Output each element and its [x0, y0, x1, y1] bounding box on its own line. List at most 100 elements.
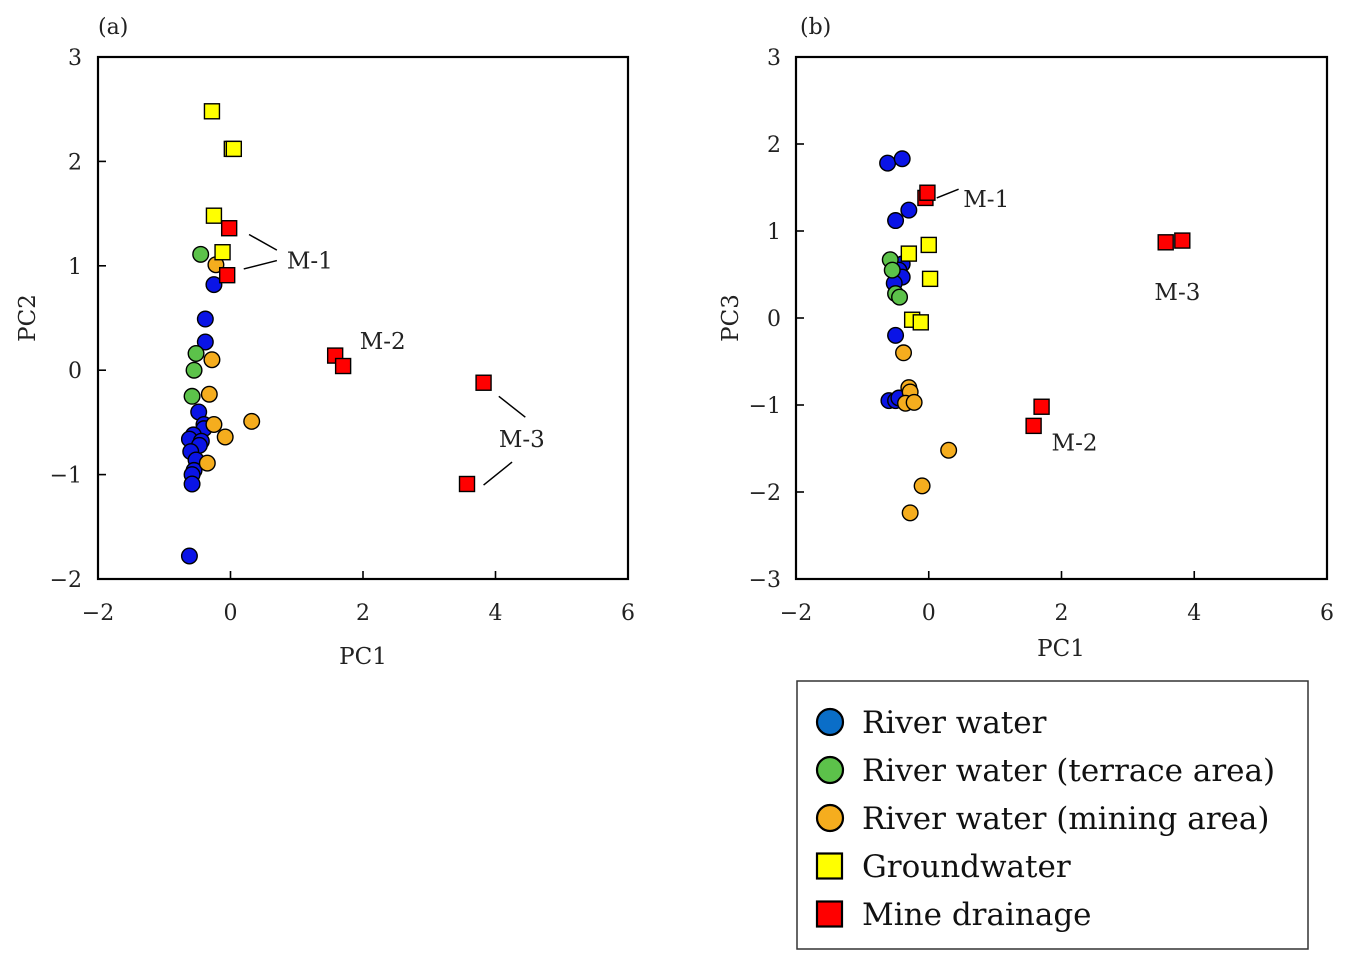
point-river-water [879, 154, 897, 172]
point-mine-drainage [1157, 234, 1174, 251]
legend-swatch-groundwater [815, 852, 844, 880]
point-groundwater [203, 103, 221, 120]
y-tick-label: 1 [767, 220, 781, 245]
point-groundwater [900, 245, 918, 262]
legend-swatch-mine-drainage [815, 900, 844, 928]
point-river-water-mining-area [901, 504, 919, 522]
point-river-water-terrace-area [891, 288, 909, 306]
point-river-water-terrace-area [192, 245, 210, 263]
annotations-a: M-1 M-2 M-3 [243, 233, 545, 486]
annotation-leader-line [248, 233, 278, 251]
point-river-water-terrace-area [883, 261, 901, 279]
x-tick-label: 4 [1187, 601, 1201, 626]
annotation-m-1: M-1 [963, 187, 1009, 213]
y-tick-label: 2 [767, 133, 781, 158]
y-tick-label: 0 [767, 307, 781, 332]
point-river-water-mining-area [913, 477, 931, 495]
x-tick-label: 4 [489, 601, 503, 626]
point-river-water [183, 475, 201, 493]
x-axis-label-a: PC1 [339, 644, 387, 670]
x-tick-label: 2 [356, 601, 370, 626]
legend-swatch-river-water [815, 707, 845, 737]
point-mine-drainage [919, 184, 936, 201]
point-river-water-mining-area [203, 351, 221, 369]
legend-swatch-river-water-mining-area [815, 803, 845, 833]
point-mine-drainage [334, 357, 352, 375]
point-river-water [900, 201, 918, 219]
point-river-water-mining-area [198, 454, 216, 472]
point-river-water [893, 150, 911, 168]
legend: River water River water (terrace area) Riv… [796, 680, 1309, 950]
y-tick-label: −1 [50, 464, 82, 489]
legend-label-groundwater: Groundwater [862, 849, 1071, 885]
y-tick-label: −1 [749, 394, 781, 419]
legend-label-river-water: River water [862, 705, 1047, 741]
annotation-leader-line [243, 259, 278, 270]
chart-panel-a: (a) PC1 PC2 −2 0 2 4 6 −2 −1 0 1 2 3 M-1 M-2 M-3 [15, 15, 635, 670]
y-axis-label-b: PC3 [718, 294, 744, 342]
point-river-water-terrace-area [187, 344, 205, 362]
x-tick-label: 6 [621, 601, 635, 626]
point-river-water [196, 310, 214, 328]
y-tick-label: 2 [68, 150, 82, 175]
axis-ticks-b: −2 0 2 4 6 −3 −2 −1 0 1 2 3 [749, 46, 1334, 626]
x-tick-label: 0 [224, 601, 238, 626]
point-groundwater [921, 270, 939, 288]
point-river-water-mining-area [243, 412, 261, 430]
annotation-leader-line [483, 461, 513, 486]
point-groundwater [920, 236, 937, 254]
plot-frame-a [96, 55, 630, 581]
point-mine-drainage [475, 374, 492, 391]
plot-frame-b [794, 55, 1329, 581]
point-river-water [887, 326, 905, 344]
point-mine-drainage [1033, 398, 1050, 415]
point-groundwater [205, 207, 223, 224]
data-points-b [879, 150, 1191, 522]
annotation-m-1: M-1 [287, 249, 333, 275]
legend-label-river-water-terrace-area: River water (terrace area) [862, 753, 1275, 789]
y-tick-label: 3 [767, 46, 781, 71]
x-tick-label: −2 [780, 601, 812, 626]
annotation-m-3: M-3 [499, 427, 545, 453]
y-tick-label: 3 [68, 46, 82, 71]
point-river-water [887, 212, 905, 230]
point-mine-drainage [218, 266, 236, 284]
point-groundwater [214, 244, 231, 261]
point-mine-drainage [1174, 232, 1191, 249]
point-mine-drainage [220, 220, 238, 237]
point-river-water-terrace-area [183, 387, 201, 405]
chart-panel-b: (b) PC1 PC3 −2 0 2 4 6 −3 −2 −1 0 1 2 3 M-1 M-3 M-2 [718, 15, 1334, 662]
point-river-water-mining-area [940, 441, 958, 459]
annotation-leader-line [936, 188, 959, 199]
x-axis-label-b: PC1 [1037, 636, 1085, 662]
point-river-water [205, 276, 223, 294]
point-river-water-mining-area [905, 393, 923, 411]
legend-entries: River water River water (terrace area) Riv… [815, 705, 1275, 933]
annotation-m-2: M-2 [1052, 430, 1098, 456]
point-river-water-mining-area [895, 344, 913, 362]
y-tick-label: −2 [50, 568, 82, 593]
annotations-b: M-1 M-3 M-2 [936, 187, 1200, 456]
panel-label-b: (b) [800, 15, 831, 40]
point-groundwater [912, 314, 929, 331]
y-axis-label-a: PC2 [15, 294, 41, 342]
panel-label-a: (a) [98, 15, 128, 40]
y-tick-label: −3 [749, 568, 781, 593]
point-mine-drainage [458, 475, 476, 493]
x-tick-label: −2 [82, 601, 114, 626]
legend-label-river-water-mining-area: River water (mining area) [862, 801, 1269, 837]
legend-box [796, 680, 1309, 950]
y-tick-label: −2 [749, 481, 781, 506]
point-river-water-mining-area [216, 428, 234, 446]
data-points-a [180, 103, 492, 565]
x-tick-label: 2 [1055, 601, 1069, 626]
point-river-water-mining-area [200, 385, 218, 403]
point-river-water [180, 547, 198, 565]
point-mine-drainage [1025, 417, 1042, 435]
annotation-leader-line [498, 395, 526, 418]
y-tick-label: 0 [68, 359, 82, 384]
y-tick-label: 1 [68, 255, 82, 280]
legend-swatch-river-water-terrace-area [815, 755, 845, 785]
annotation-m-2: M-2 [360, 329, 406, 355]
